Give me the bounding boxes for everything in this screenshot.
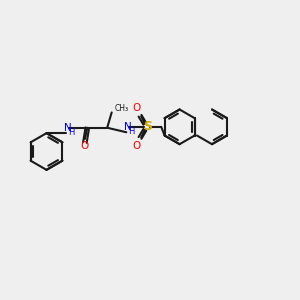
- Text: S: S: [143, 120, 152, 133]
- Text: H: H: [128, 127, 135, 136]
- Text: N: N: [64, 123, 71, 133]
- Text: N: N: [124, 122, 132, 132]
- Text: H: H: [68, 128, 74, 137]
- Text: O: O: [80, 141, 89, 151]
- Text: O: O: [132, 103, 141, 113]
- Text: O: O: [132, 141, 141, 151]
- Text: CH₃: CH₃: [115, 104, 129, 113]
